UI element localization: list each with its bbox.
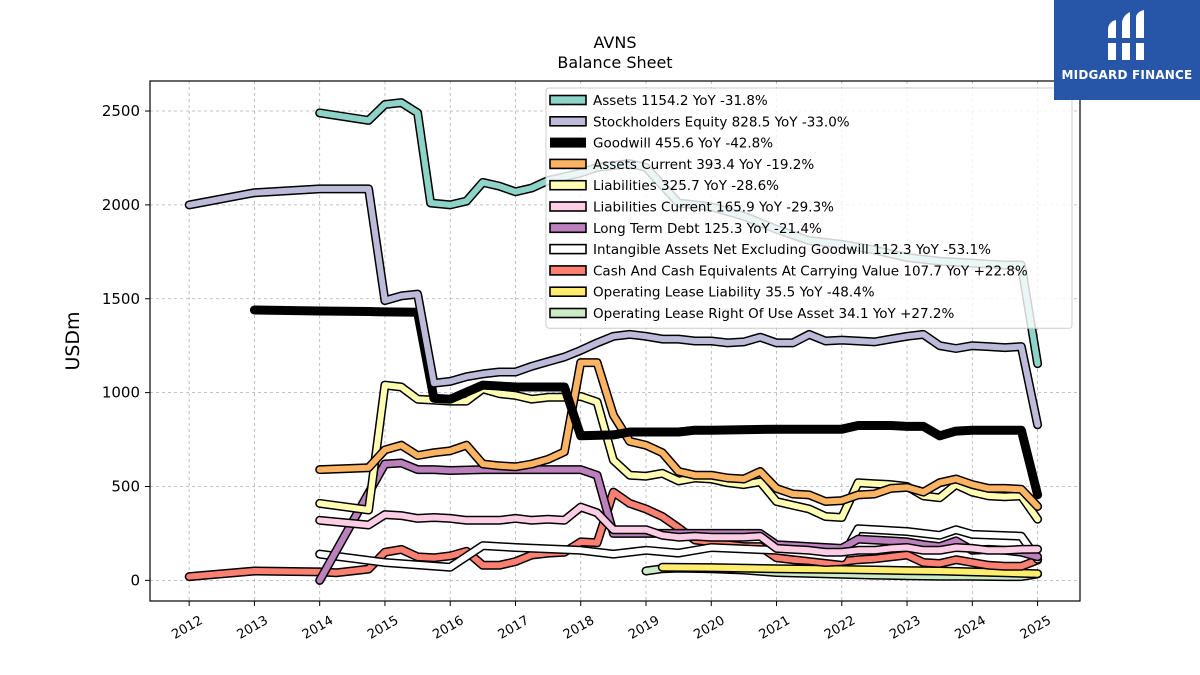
- legend-label: Goodwill 455.6 YoY -42.8%: [593, 136, 773, 152]
- legend-label: Assets 1154.2 YoY -31.8%: [593, 93, 768, 109]
- legend-label: Cash And Cash Equivalents At Carrying Va…: [593, 263, 1028, 279]
- brand-emblem-icon: [1106, 10, 1146, 60]
- legend-swatch: [549, 179, 587, 191]
- y-axis-label: USDm: [62, 311, 84, 370]
- legend-label: Operating Lease Right Of Use Asset 34.1 …: [593, 306, 954, 322]
- chart-title: AVNS: [594, 33, 637, 52]
- brand-name: MIDGARD FINANCE: [1061, 68, 1193, 82]
- legend-label: Intangible Assets Net Excluding Goodwill…: [593, 242, 991, 258]
- legend-swatch: [550, 137, 586, 148]
- series-line-cash-and-cash-equivalents-at-carrying-value: [186, 489, 1041, 580]
- legend-swatch: [549, 201, 587, 212]
- y-axis-ticks: 0 500 1000 1500 2000 2500: [102, 102, 150, 589]
- legend-label: Liabilities Current 165.9 YoY -29.3%: [593, 200, 834, 216]
- series-line-stockholders-equity: [186, 185, 1041, 428]
- y-tick-label: 1500: [102, 290, 140, 308]
- legend-label: Assets Current 393.4 YoY -19.2%: [593, 157, 814, 173]
- legend-swatch: [549, 243, 587, 255]
- y-tick-label: 500: [111, 477, 140, 495]
- chart-subtitle: Balance Sheet: [557, 53, 672, 72]
- y-tick-label: 2500: [102, 102, 140, 120]
- legend-label: Long Term Debt 125.3 YoY -21.4%: [593, 221, 822, 237]
- legend-swatch: [549, 265, 587, 276]
- legend-swatch: [549, 158, 587, 170]
- series-line-intangible-assets-net-excluding-goodwill: [316, 525, 1041, 571]
- series-line-liabilities-current: [316, 504, 1041, 556]
- legend-swatch: [549, 222, 587, 234]
- series-line-assets-current: [316, 359, 1041, 510]
- legend-swatch: [549, 307, 587, 319]
- y-tick-label: 1000: [102, 384, 140, 402]
- legend-swatch: [549, 94, 587, 106]
- brand-logo: MIDGARD FINANCE: [1054, 0, 1200, 100]
- legend-label: Liabilities 325.7 YoY -28.6%: [593, 178, 779, 194]
- legend-swatch: [549, 116, 587, 127]
- y-tick-label: 0: [130, 571, 140, 589]
- legend-label: Stockholders Equity 828.5 YoY -33.0%: [593, 114, 850, 130]
- y-tick-label: 2000: [102, 196, 140, 214]
- plot-frame: [149, 80, 1081, 602]
- series-line-operating-lease-liability: [659, 564, 1041, 577]
- legend-swatch: [549, 286, 587, 298]
- legend-frame: [545, 87, 1073, 329]
- legend-label: Operating Lease Liability 35.5 YoY -48.4…: [593, 285, 875, 301]
- legend: Assets 1154.2 YoY -31.8% Stockholders Equ…: [545, 87, 1073, 329]
